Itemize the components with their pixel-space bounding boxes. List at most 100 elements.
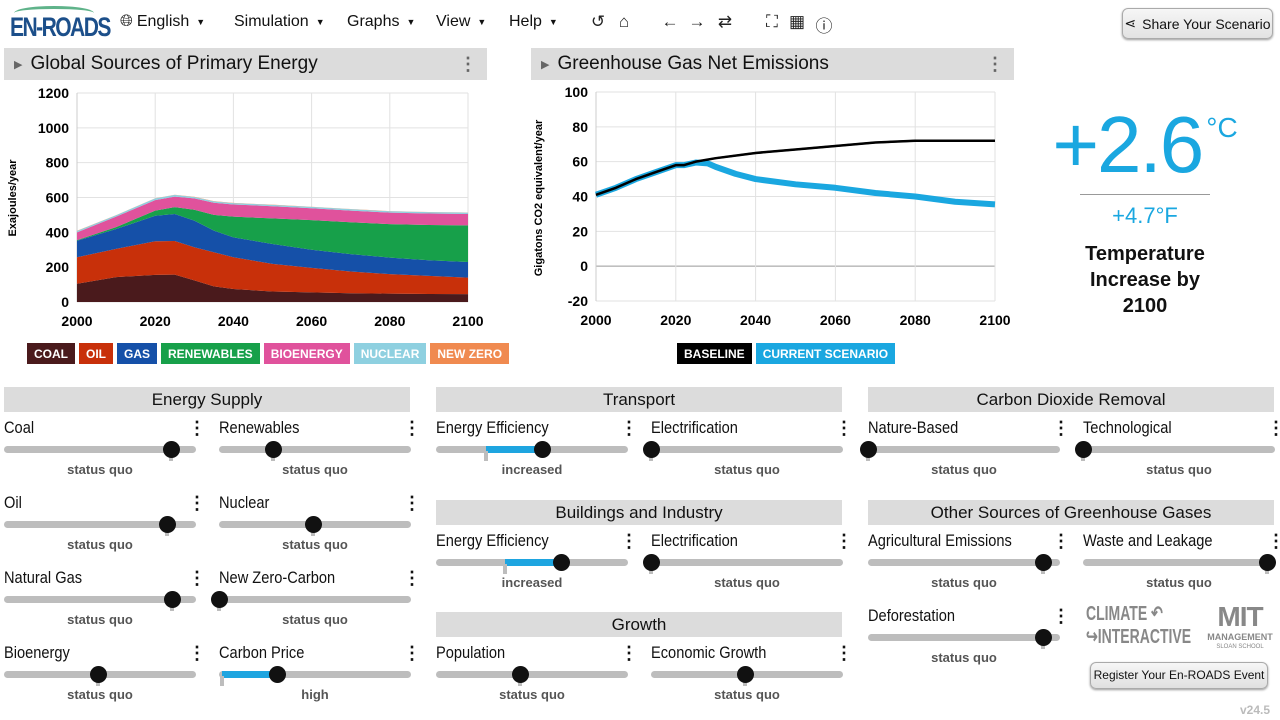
default-marker xyxy=(503,564,508,574)
legend-nuclear[interactable]: NUCLEAR xyxy=(353,343,427,364)
kebab-menu-icon[interactable]: ⋮ xyxy=(188,493,206,513)
grid-icon[interactable]: ▦ xyxy=(788,12,806,31)
kebab-menu-icon[interactable]: ⋮ xyxy=(620,531,638,551)
legend-renewables[interactable]: RENEWABLES xyxy=(161,343,260,364)
fullscreen-icon[interactable]: ⛶ xyxy=(766,12,778,31)
slider-track[interactable] xyxy=(4,441,196,461)
slider-track[interactable] xyxy=(211,591,411,611)
kebab-menu-icon[interactable]: ⋮ xyxy=(835,643,853,663)
slider-thumb[interactable] xyxy=(305,516,323,533)
slider-thumb[interactable] xyxy=(552,554,570,571)
slider-thumb[interactable] xyxy=(211,591,228,608)
kebab-menu-icon[interactable]: ⋮ xyxy=(835,531,853,551)
kebab-menu-icon[interactable]: ⋮ xyxy=(1267,531,1280,551)
slider-thumb[interactable] xyxy=(643,441,660,458)
energy-legend: COAL OIL GAS RENEWABLES BIOENERGY NUCLEAR NEW … xyxy=(27,343,510,364)
slider-thumb[interactable] xyxy=(512,666,530,683)
menu-help[interactable]: Help ▼ xyxy=(509,13,558,31)
slider-thumb[interactable] xyxy=(159,516,177,533)
slider-track[interactable] xyxy=(860,441,1060,461)
slider-thumb[interactable] xyxy=(264,441,282,458)
slider-track[interactable] xyxy=(1083,554,1277,574)
slider-track[interactable] xyxy=(219,441,411,461)
register-event-button[interactable]: Register Your En-ROADS Event xyxy=(1090,662,1268,689)
slider-track[interactable] xyxy=(868,554,1060,574)
menu-view[interactable]: View ▼ xyxy=(436,13,486,31)
slider-track[interactable] xyxy=(219,666,411,686)
expand-triangle-icon[interactable]: ▶ xyxy=(541,58,550,71)
slider-track[interactable] xyxy=(436,666,628,686)
slider-deforestation: Deforestation ⋮ status quo xyxy=(868,606,1070,668)
slider-track[interactable] xyxy=(1075,441,1275,461)
slider-thumb[interactable] xyxy=(643,554,660,571)
kebab-menu-icon[interactable]: ⋮ xyxy=(620,643,638,663)
slider-thumb[interactable] xyxy=(1259,554,1277,571)
menu-graphs[interactable]: Graphs ▼ xyxy=(347,13,415,31)
slider-thumb[interactable] xyxy=(268,666,286,683)
slider-track[interactable] xyxy=(868,629,1060,649)
slider-status: status quo xyxy=(931,462,997,477)
y-tick-label: 40 xyxy=(572,189,588,205)
slider-track[interactable] xyxy=(651,666,843,686)
kebab-menu-icon[interactable]: ⋮ xyxy=(403,493,421,513)
menu-language[interactable]: 🌐︎ English ▼ xyxy=(120,13,205,31)
kebab-menu-icon[interactable]: ⋮ xyxy=(403,418,421,438)
slider-track[interactable] xyxy=(4,516,196,536)
slider-track[interactable] xyxy=(643,554,843,574)
climate-interactive-logo[interactable]: CLIMATE ↶ ↪INTERACTIVE xyxy=(1086,603,1192,648)
energy-panel-header[interactable]: ▶ Global Sources of Primary Energy ⋮ xyxy=(4,48,487,80)
kebab-menu-icon[interactable]: ⋮ xyxy=(986,53,1004,74)
en-roads-logo[interactable]: EN-ROADS xyxy=(10,4,111,42)
caret-down-icon: ▼ xyxy=(548,17,558,27)
expand-triangle-icon[interactable]: ▶ xyxy=(14,58,23,71)
menu-simulation[interactable]: Simulation ▼ xyxy=(234,13,325,31)
legend-coal[interactable]: COAL xyxy=(27,343,75,364)
slider-thumb[interactable] xyxy=(1075,441,1092,458)
slider-thumb[interactable] xyxy=(163,441,181,458)
legend-current-scenario[interactable]: CURRENT SCENARIO xyxy=(755,343,896,364)
forward-arrow-icon[interactable]: → xyxy=(688,12,706,31)
kebab-menu-icon[interactable]: ⋮ xyxy=(835,418,853,438)
slider-thumb[interactable] xyxy=(164,591,181,608)
back-arrow-icon[interactable]: ← xyxy=(661,12,679,31)
slider-track[interactable] xyxy=(436,554,628,574)
slider-track[interactable] xyxy=(219,516,411,536)
slider-track[interactable] xyxy=(4,591,196,611)
slider-track[interactable] xyxy=(436,441,628,461)
kebab-menu-icon[interactable]: ⋮ xyxy=(459,53,477,74)
legend-bioenergy[interactable]: BIOENERGY xyxy=(263,343,350,364)
kebab-menu-icon[interactable]: ⋮ xyxy=(188,418,206,438)
emissions-panel-header[interactable]: ▶ Greenhouse Gas Net Emissions ⋮ xyxy=(531,48,1014,80)
kebab-menu-icon[interactable]: ⋮ xyxy=(1052,531,1070,551)
home-icon[interactable]: ⌂ xyxy=(618,12,630,31)
kebab-menu-icon[interactable]: ⋮ xyxy=(1052,418,1070,438)
slider-thumb[interactable] xyxy=(737,666,755,683)
slider-thumb[interactable] xyxy=(1034,554,1052,571)
kebab-menu-icon[interactable]: ⋮ xyxy=(188,643,206,663)
slider-thumb[interactable] xyxy=(1034,629,1052,646)
kebab-menu-icon[interactable]: ⋮ xyxy=(1052,606,1070,626)
kebab-menu-icon[interactable]: ⋮ xyxy=(620,418,638,438)
y-tick-label: 0 xyxy=(61,294,69,310)
legend-new-zero[interactable]: NEW ZERO xyxy=(430,343,510,364)
refresh-icon[interactable]: ⇄ xyxy=(717,12,733,31)
slider-track[interactable] xyxy=(643,441,843,461)
legend-gas[interactable]: GAS xyxy=(117,343,158,364)
menu-label: Graphs xyxy=(347,13,400,30)
kebab-menu-icon[interactable]: ⋮ xyxy=(1267,418,1280,438)
celsius-unit: °C xyxy=(1206,112,1238,143)
area-bioenergy xyxy=(77,196,468,241)
legend-baseline[interactable]: BASELINE xyxy=(677,343,752,364)
kebab-menu-icon[interactable]: ⋮ xyxy=(403,568,421,588)
slider-thumb[interactable] xyxy=(533,441,551,458)
kebab-menu-icon[interactable]: ⋮ xyxy=(403,643,421,663)
slider-thumb[interactable] xyxy=(860,441,877,458)
slider-thumb[interactable] xyxy=(90,666,108,683)
mit-sloan-logo[interactable]: MIT MANAGEMENT SLOAN SCHOOL xyxy=(1207,601,1273,651)
legend-oil[interactable]: OIL xyxy=(79,343,113,364)
info-icon[interactable]: ⓘ xyxy=(815,17,833,36)
share-scenario-button[interactable]: ⋖ Share Your Scenario xyxy=(1122,8,1273,39)
slider-track[interactable] xyxy=(4,666,196,686)
kebab-menu-icon[interactable]: ⋮ xyxy=(188,568,206,588)
undo-icon[interactable]: ↺ xyxy=(590,12,606,31)
